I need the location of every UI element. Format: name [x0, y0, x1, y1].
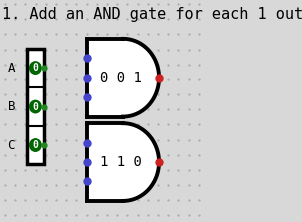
Text: 1. Add an AND gate for each 1 output: 1. Add an AND gate for each 1 output	[2, 7, 302, 22]
Circle shape	[30, 62, 41, 74]
Text: 0: 0	[32, 140, 38, 150]
Text: B: B	[8, 100, 15, 113]
Polygon shape	[87, 39, 159, 117]
Text: 0 0 1: 0 0 1	[100, 71, 142, 85]
Text: 1 1 0: 1 1 0	[100, 155, 142, 169]
Bar	[27, 49, 44, 164]
Text: A: A	[8, 61, 15, 75]
Circle shape	[30, 139, 41, 151]
Text: 0: 0	[32, 63, 38, 73]
Polygon shape	[87, 123, 159, 201]
Circle shape	[30, 100, 41, 113]
Text: C: C	[8, 139, 15, 152]
Text: 0: 0	[32, 101, 38, 112]
